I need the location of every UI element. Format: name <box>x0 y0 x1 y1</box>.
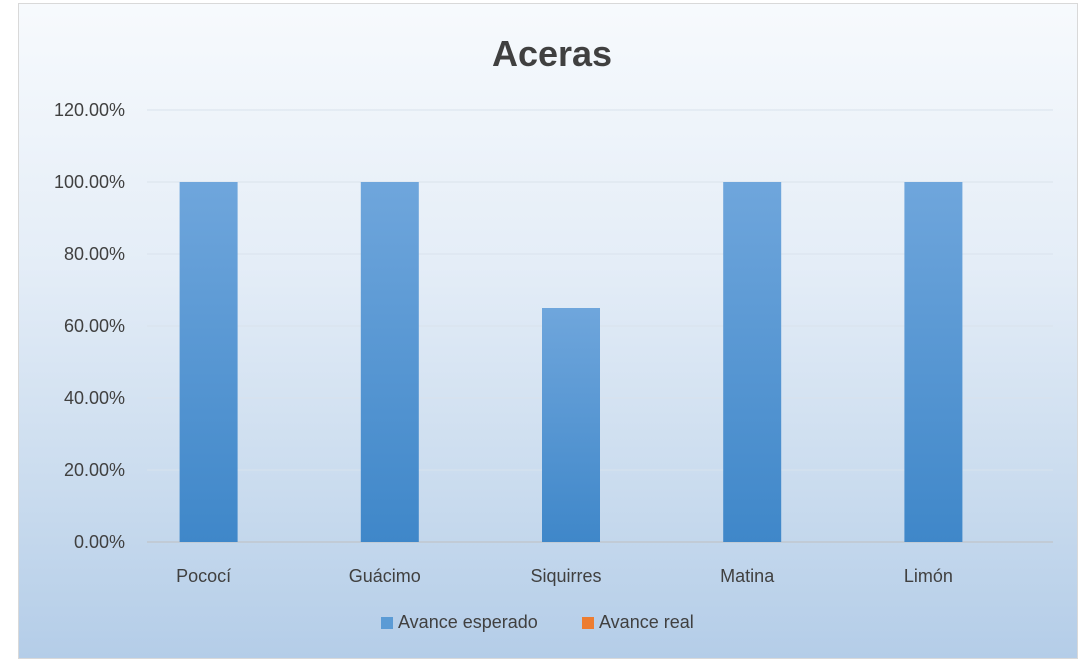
x-tick-label: Pococí <box>176 566 231 586</box>
y-axis-tick-labels: 0.00% 20.00% 40.00% 60.00% 80.00% 100.00% 120.… <box>54 100 125 552</box>
bars <box>179 182 963 542</box>
chart-area: Aceras 0.00% 20.00% 40.00% 60.00% 80.00% 100.… <box>18 3 1078 659</box>
y-tick-label: 20.00% <box>64 460 125 480</box>
x-tick-label: Guácimo <box>349 566 421 586</box>
y-tick-label: 100.00% <box>54 172 125 192</box>
legend-swatch-0 <box>381 617 393 629</box>
legend-label-0: Avance esperado <box>398 612 538 632</box>
legend-label-1: Avance real <box>599 612 694 632</box>
bar-avance-esperado-0 <box>179 182 238 542</box>
bar-avance-esperado-3 <box>723 182 782 542</box>
y-tick-label: 40.00% <box>64 388 125 408</box>
x-tick-label: Limón <box>904 566 953 586</box>
bar-avance-esperado-1 <box>360 182 419 542</box>
x-tick-label: Matina <box>720 566 775 586</box>
y-tick-label: 80.00% <box>64 244 125 264</box>
bar-avance-esperado-2 <box>542 308 600 542</box>
y-tick-label: 0.00% <box>74 532 125 552</box>
chart-title: Aceras <box>492 33 612 74</box>
bar-avance-esperado-4 <box>904 182 963 542</box>
x-tick-label: Siquirres <box>530 566 601 586</box>
legend: Avance esperado Avance real <box>381 612 694 632</box>
x-axis-tick-labels: Pococí Guácimo Siquirres Matina Limón <box>176 566 953 586</box>
y-tick-label: 60.00% <box>64 316 125 336</box>
legend-swatch-1 <box>582 617 594 629</box>
bar-chart: Aceras 0.00% 20.00% 40.00% 60.00% 80.00% 100.… <box>54 33 1053 632</box>
y-tick-label: 120.00% <box>54 100 125 120</box>
